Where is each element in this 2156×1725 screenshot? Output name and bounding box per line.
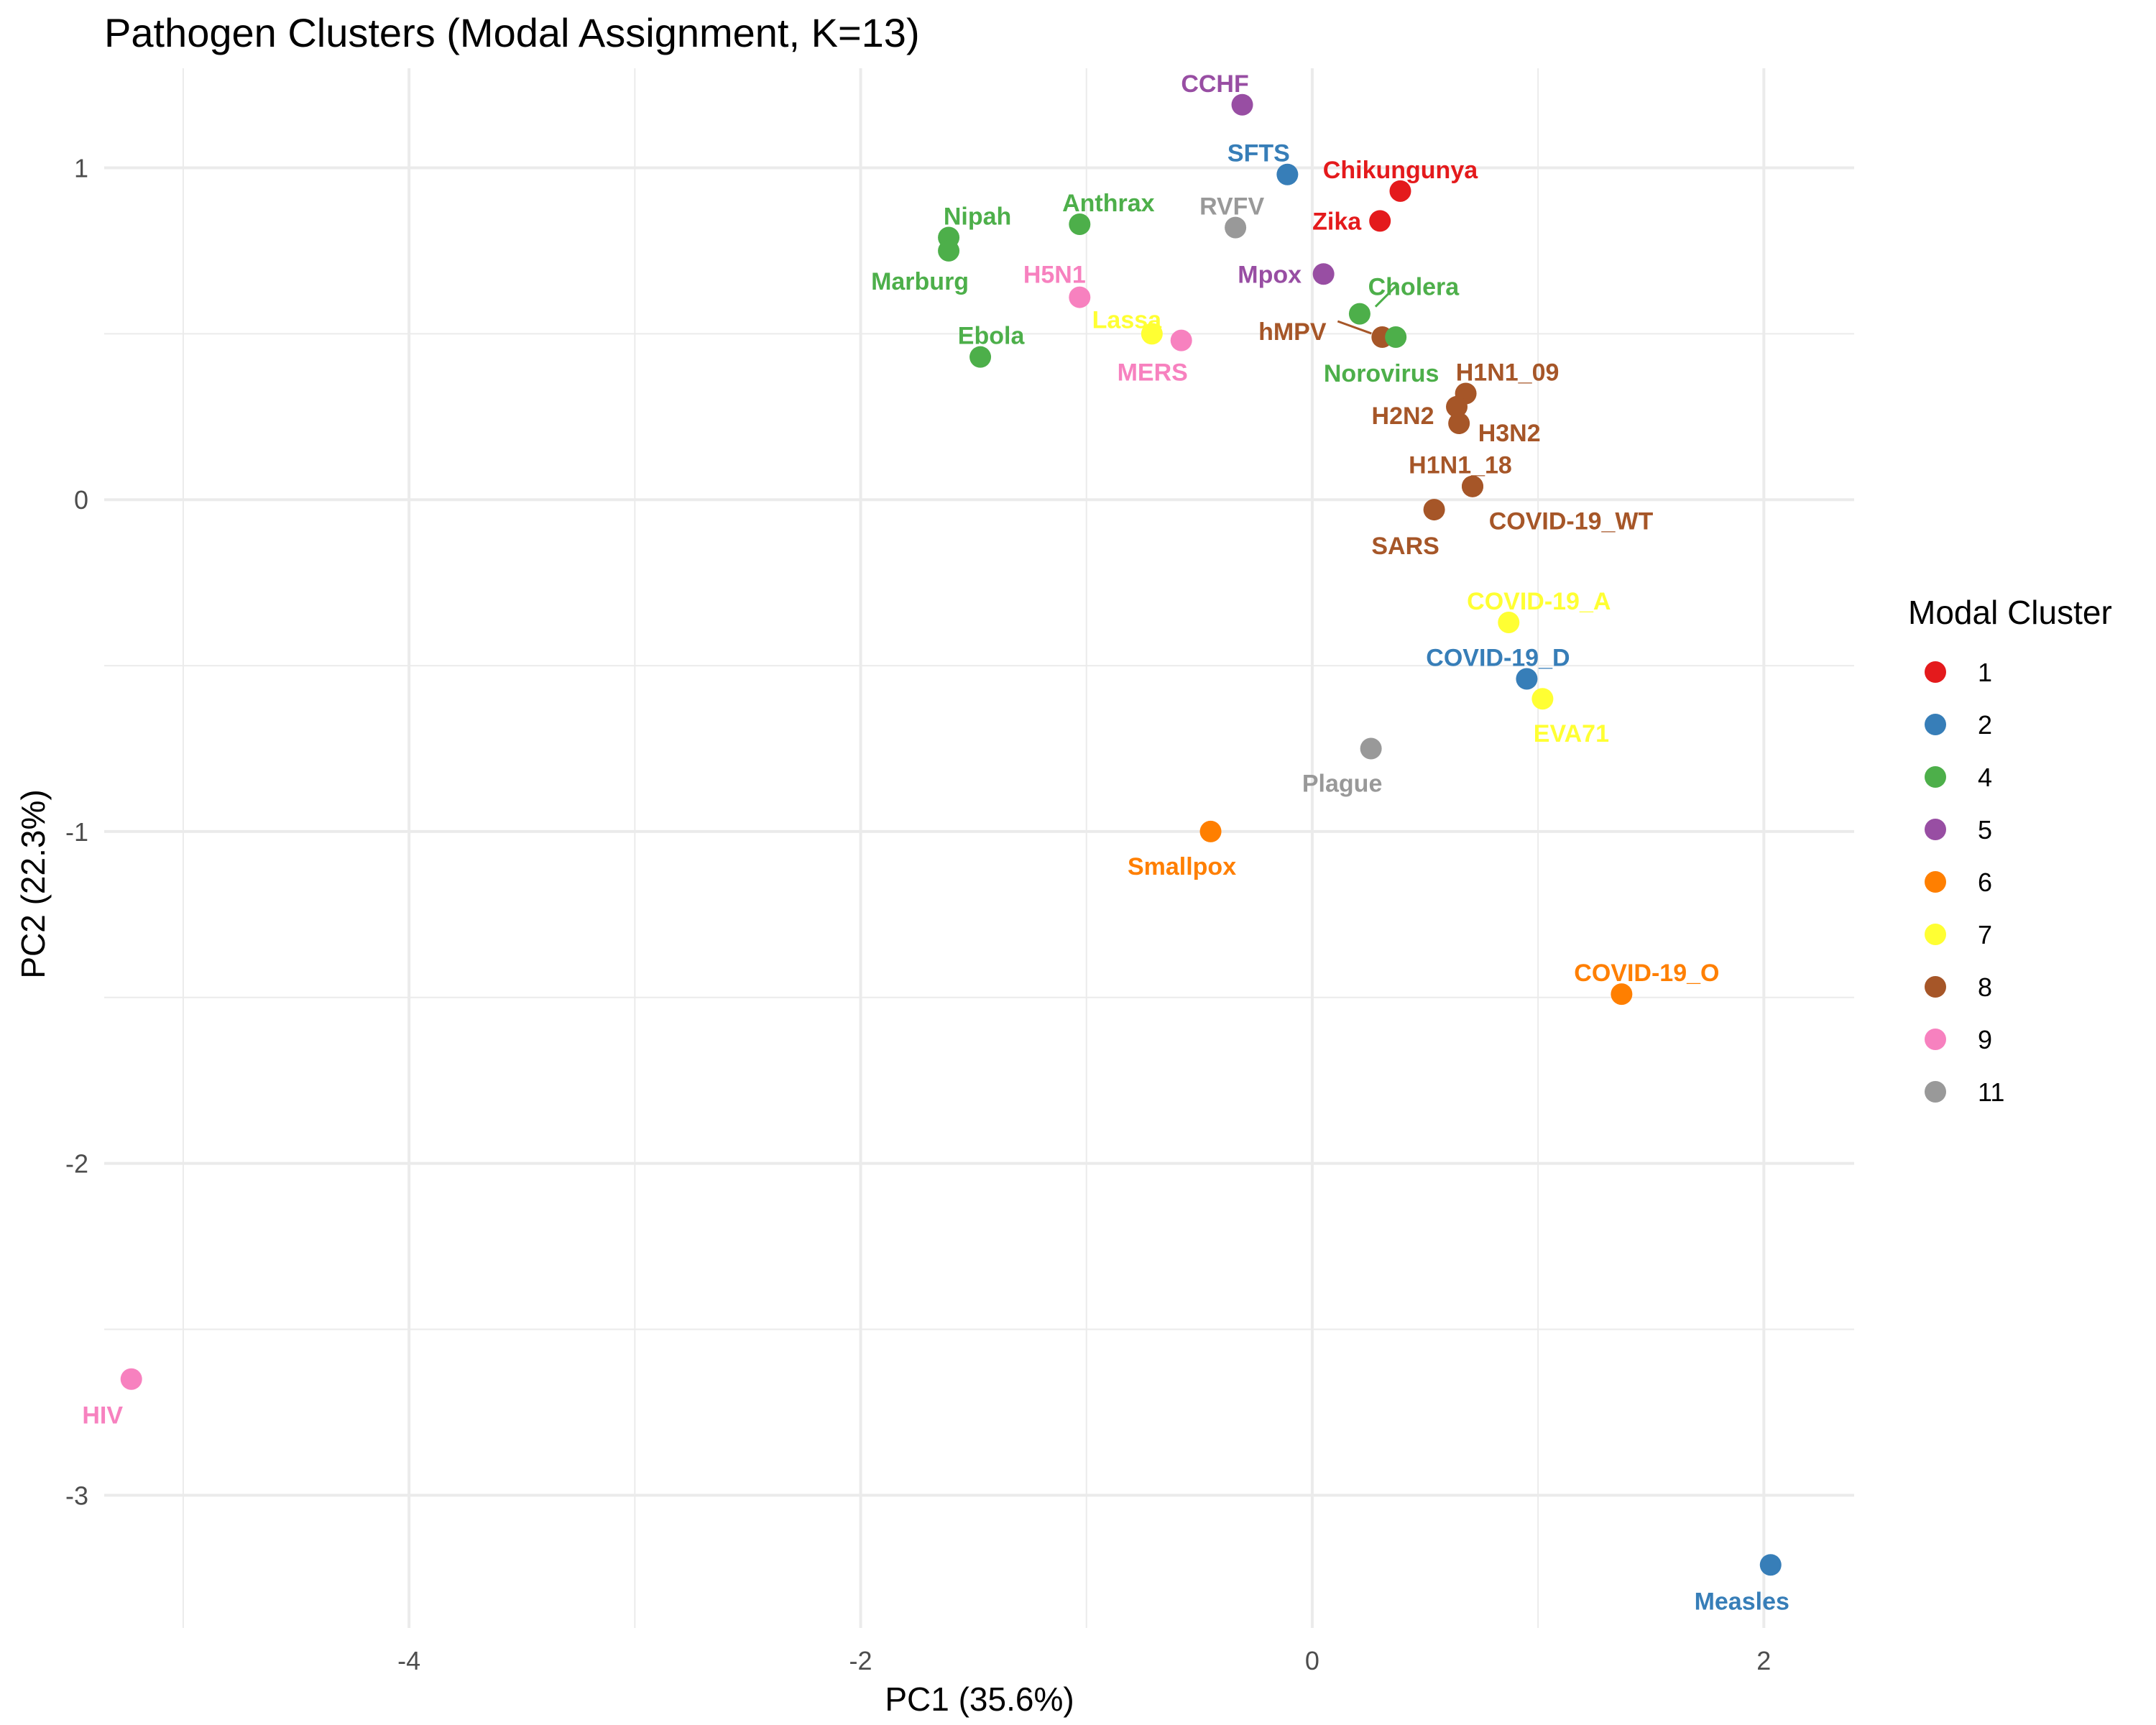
legend-swatch — [1925, 976, 1946, 998]
y-tick-label: 0 — [74, 485, 88, 515]
point-label: hMPV — [1258, 318, 1327, 346]
y-tick-label: -3 — [65, 1481, 88, 1510]
point-label: Mpox — [1238, 261, 1302, 288]
chart-title: Pathogen Clusters (Modal Assignment, K=1… — [104, 10, 920, 55]
y-axis-ticks: 1 0 -1 -2 -3 — [65, 154, 88, 1511]
point-label: Cholera — [1368, 274, 1460, 301]
data-point — [1446, 395, 1468, 418]
point-label: Chikungunya — [1323, 157, 1478, 184]
legend-swatch — [1925, 714, 1946, 735]
point-label: Measles — [1695, 1588, 1789, 1615]
data-point — [938, 239, 960, 262]
point-label: MERS — [1118, 359, 1188, 387]
legend-label: 1 — [1978, 658, 1992, 687]
legend-swatch — [1925, 871, 1946, 893]
data-point — [1423, 499, 1445, 521]
legend-label: 5 — [1978, 815, 1992, 845]
x-tick-label: -4 — [397, 1646, 420, 1675]
data-point — [1170, 329, 1192, 351]
point-label: Norovirus — [1324, 360, 1439, 387]
point-label: H3N2 — [1478, 420, 1541, 447]
legend-label: 7 — [1978, 920, 1992, 949]
leader-line — [1374, 284, 1398, 308]
point-label: Anthrax — [1062, 190, 1155, 217]
data-point — [1531, 688, 1554, 710]
point-label: COVID-19_WT — [1489, 508, 1654, 535]
data-point — [1498, 612, 1520, 634]
point-label: COVID-19_D — [1426, 645, 1570, 672]
data-point — [1312, 263, 1335, 285]
data-point — [1199, 820, 1222, 842]
data-points — [120, 93, 1782, 1576]
point-label: Smallpox — [1128, 853, 1236, 880]
data-point — [1231, 93, 1253, 116]
data-point — [1448, 413, 1470, 435]
data-point — [1348, 303, 1370, 325]
data-point — [1516, 668, 1538, 690]
point-labels: CCHF SFTS Chikungunya Zika RVFV Anthrax Nipah M… — [82, 70, 1789, 1615]
legend-swatch — [1925, 661, 1946, 683]
data-point — [969, 346, 992, 368]
data-point — [1759, 1554, 1782, 1576]
point-label: COVID-19_O — [1574, 960, 1719, 987]
legend-label: 6 — [1978, 868, 1992, 897]
data-point — [1360, 737, 1382, 760]
legend-label: 8 — [1978, 972, 1992, 1002]
point-label: Plague — [1302, 770, 1382, 797]
legend: Modal Cluster 1 2 4 5 6 7 8 9 11 — [1908, 594, 2112, 1107]
point-label: H5N1 — [1023, 262, 1086, 289]
x-axis-ticks: -4 -2 0 2 — [397, 1646, 1771, 1675]
legend-swatch — [1925, 766, 1946, 788]
data-point — [1069, 286, 1091, 308]
label-leader-lines — [1337, 284, 1398, 335]
point-label: HIV — [82, 1402, 123, 1430]
point-label: RVFV — [1199, 193, 1264, 221]
x-axis-title: PC1 (35.6%) — [885, 1680, 1074, 1718]
y-axis-title: PC2 (22.3%) — [14, 789, 52, 978]
data-point — [1385, 326, 1407, 348]
y-tick-label: 1 — [74, 154, 88, 183]
x-tick-label: -2 — [849, 1646, 872, 1675]
legend-label: 4 — [1978, 763, 1992, 792]
point-label: SFTS — [1227, 140, 1290, 167]
legend-swatch — [1925, 924, 1946, 945]
legend-label: 2 — [1978, 710, 1992, 740]
data-point — [1462, 475, 1484, 497]
data-point — [1225, 216, 1247, 239]
legend-swatch — [1925, 819, 1946, 840]
legend-swatch — [1925, 1081, 1946, 1103]
point-label: Ebola — [958, 323, 1026, 350]
data-point — [1141, 323, 1163, 345]
x-tick-label: 2 — [1756, 1646, 1771, 1675]
data-point — [1369, 210, 1391, 232]
legend-label: 9 — [1978, 1025, 1992, 1054]
data-point — [1069, 213, 1091, 235]
point-label: Zika — [1312, 208, 1362, 235]
point-label: CCHF — [1181, 70, 1248, 98]
point-label: Marburg — [871, 268, 969, 295]
point-label: Nipah — [944, 203, 1011, 230]
y-tick-label: -1 — [65, 817, 88, 847]
grid — [104, 68, 1854, 1628]
x-tick-label: 0 — [1305, 1646, 1319, 1675]
data-point — [1611, 983, 1633, 1006]
point-label: Lassa — [1092, 306, 1162, 334]
point-label: SARS — [1371, 533, 1439, 560]
leader-line — [1337, 320, 1372, 335]
point-label: H2N2 — [1372, 402, 1434, 430]
point-label: H1N1_09 — [1456, 359, 1560, 386]
legend-title: Modal Cluster — [1908, 594, 2112, 631]
legend-items: 1 2 4 5 6 7 8 9 11 — [1925, 658, 2004, 1107]
point-label: EVA71 — [1534, 720, 1609, 748]
legend-swatch — [1925, 1029, 1946, 1050]
point-label: H1N1_18 — [1409, 452, 1512, 479]
legend-label: 11 — [1978, 1077, 2004, 1107]
data-point — [1389, 180, 1411, 202]
point-label: COVID-19_A — [1467, 588, 1611, 615]
data-point — [120, 1368, 142, 1390]
y-tick-label: -2 — [65, 1149, 88, 1179]
data-point — [1276, 163, 1299, 185]
